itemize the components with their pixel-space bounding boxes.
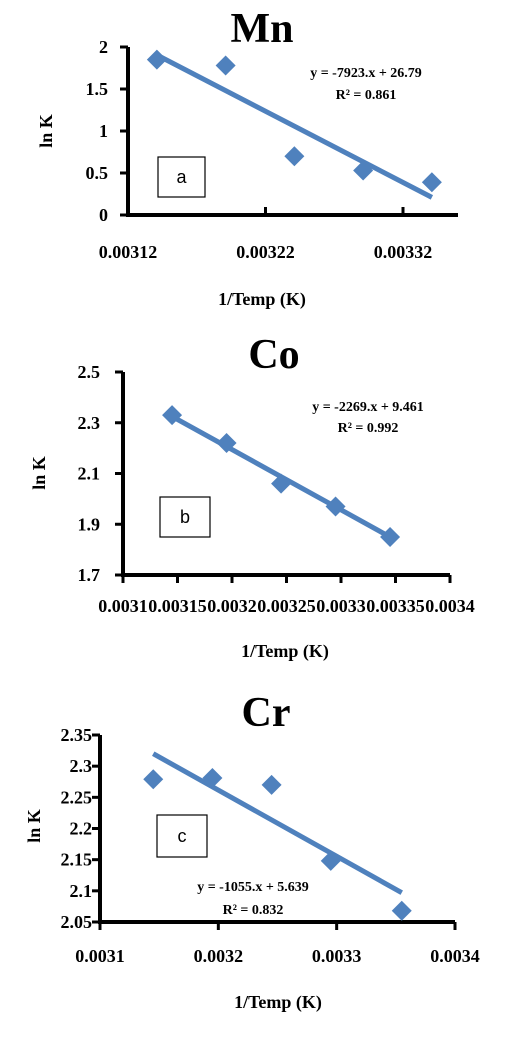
data-point [146, 49, 167, 70]
x-tick-label: 0.00315 [148, 596, 207, 616]
data-point [320, 850, 341, 871]
panel-label: a [176, 167, 187, 187]
chart-title: Mn [231, 6, 294, 52]
y-tick-label: 2 [99, 37, 108, 57]
y-tick-label: 2.1 [70, 881, 93, 901]
x-tick-label: 0.0033 [316, 596, 366, 616]
y-tick-label: 0.5 [86, 163, 109, 183]
chart-title: Cr [242, 690, 291, 736]
y-tick-label: 2.3 [78, 413, 101, 433]
r-squared-label: R² = 0.832 [223, 903, 284, 918]
x-axis-label: 1/Temp (K) [234, 992, 322, 1013]
data-point [421, 172, 442, 193]
data-point [353, 160, 374, 181]
x-tick-label: 0.00332 [374, 242, 433, 262]
trendline-equation: y = -7923.x + 26.79 [310, 66, 422, 81]
panel-label-box [159, 496, 211, 538]
data-point [216, 433, 237, 454]
x-axis-label: 1/Temp (K) [218, 289, 306, 310]
y-tick-label: 2.2 [70, 819, 93, 839]
trendline [152, 751, 403, 895]
r-squared-label: R² = 0.992 [338, 421, 399, 436]
panel-label-box [156, 814, 208, 858]
y-tick-label: 1.7 [78, 565, 101, 585]
x-tick-label: 0.00312 [99, 242, 158, 262]
data-point [202, 768, 223, 789]
x-tick-label: 0.0034 [425, 596, 475, 616]
chart-mn: Mn 0 0.5 1 1.5 2 0.00312 0.00322 0.00332 1/Temp (… [36, 6, 458, 310]
y-tick-label: 2.1 [78, 464, 101, 484]
data-point [391, 900, 412, 921]
chart-title: Co [248, 332, 299, 378]
x-tick-label: 0.0033 [312, 946, 362, 966]
data-point [215, 55, 236, 76]
y-tick-label: 1 [99, 121, 108, 141]
x-axis-label: 1/Temp (K) [241, 641, 329, 662]
panel-label: b [180, 507, 190, 527]
chart-co: Co1.71.92.12.32.50.0031 0.00315 0.0032 0.00… [29, 332, 475, 662]
y-axis-label: ln K [24, 809, 44, 843]
r-squared-label: R² = 0.861 [336, 88, 397, 103]
y-tick-label: 1.9 [78, 514, 101, 534]
y-tick-label: 0 [99, 205, 108, 225]
y-axis-label: ln K [36, 114, 56, 148]
chart-cr: Cr 2.05 2.1 2.15 2.2 2.25 2.3 2.35 0.0031 0.0032 0… [24, 690, 480, 1013]
panel-label-box [157, 156, 206, 198]
y-axis-label: ln K [29, 456, 49, 490]
x-tick-label: 0.0032 [207, 596, 257, 616]
y-tick-label: 2.3 [70, 756, 93, 776]
y-tick-label: 2.25 [61, 787, 93, 807]
x-tick-label: 0.0031 [98, 596, 148, 616]
x-tick-label: 0.00335 [366, 596, 425, 616]
data-point [143, 769, 164, 790]
data-point [380, 526, 401, 547]
y-tick-label: 2.35 [61, 725, 93, 745]
data-point [271, 473, 292, 494]
data-point [261, 774, 282, 795]
y-tick-label: 2.5 [78, 362, 101, 382]
x-tick-label: 0.0034 [430, 946, 480, 966]
data-point [284, 146, 305, 167]
trendline [155, 52, 434, 200]
x-tick-label: 0.0031 [75, 946, 125, 966]
y-tick-label: 2.05 [61, 912, 93, 932]
data-point [162, 405, 183, 426]
trendline-equation: y = -2269.x + 9.461 [312, 400, 424, 415]
y-tick-label: 2.15 [61, 850, 93, 870]
trendline-equation: y = -1055.x + 5.639 [197, 880, 309, 895]
data-point [325, 496, 346, 517]
x-tick-label: 0.00322 [236, 242, 295, 262]
panel-label: c [178, 826, 187, 846]
x-tick-label: 0.00325 [257, 596, 316, 616]
x-tick-label: 0.0032 [194, 946, 244, 966]
y-tick-label: 1.5 [86, 79, 109, 99]
